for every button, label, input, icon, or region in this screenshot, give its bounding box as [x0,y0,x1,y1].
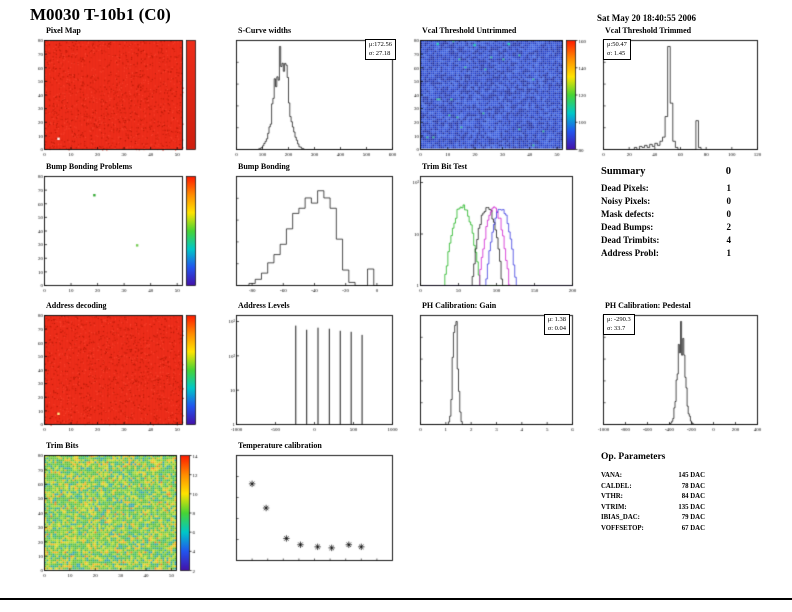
chart-title-address-decoding: Address decoding [46,301,107,310]
stats-sigma: σ: 27.18 [368,49,391,57]
temperature-calibration-canvas [220,451,398,571]
op-row-vtrim: VTRIM: 135 DAC [601,503,705,514]
op-label: VTRIM: [601,503,627,511]
stats-sigma: σ: 0.04 [547,324,566,332]
trim-bits-canvas [28,451,204,581]
op-row-ibias-dac: IBIAS_DAC: 79 DAC [601,513,705,524]
panel-address-decoding: Address decoding [28,301,204,435]
chart-title-scurve-widths: S-Curve widths [238,26,292,35]
summary-row-dead-trimbits: Dead Trimbits: 4 [601,234,731,247]
op-label: CALDEL: [601,482,632,490]
stats-box-vcal-trimmed: μ:50.47 σ: 1.45 [603,39,631,60]
op-row-vana: VANA: 145 DAC [601,471,705,482]
op-row-voffsetop: VOFFSETOP: 67 DAC [601,524,705,535]
chart-title-bump-bonding: Bump Bonding [238,162,290,171]
stats-sigma: σ: 33.7 [607,324,626,332]
panel-address-levels: Address Levels [220,301,398,435]
summary-value: 1 [726,183,732,193]
stats-mean: μ:50.47 [607,41,627,48]
bottom-border-line [0,598,792,600]
op-row-vthr: VTHR: 84 DAC [601,492,705,503]
op-parameters-panel: Op. Parameters VANA: 145 DAC CALDEL: 78 … [601,452,705,534]
summary-panel: Summary 0 Dead Pixels: 1 Noisy Pixels: 0… [601,166,731,260]
summary-value: 2 [726,222,732,232]
op-label: IBIAS_DAC: [601,514,640,521]
op-value: 135 DAC [678,503,705,511]
panel-pixel-map: Pixel Map [28,26,204,160]
panel-ph-gain: PH Calibration: Gain μ: 1.38 σ: 0.04 [404,301,578,435]
summary-label: Address Probl: [601,248,659,258]
summary-title: Summary [601,166,646,177]
chart-title-pixel-map: Pixel Map [46,26,81,35]
chart-title-trim-bit-test: Trim Bit Test [422,162,468,171]
op-parameters-title: Op. Parameters [601,452,666,462]
op-value: 79 DAC [681,514,705,521]
chart-title-vcal-untrimmed: Vcal Threshold Untrimmed [422,26,517,35]
vcal-untrimmed-canvas [404,36,590,160]
bump-bonding-canvas [220,172,398,296]
op-value: 78 DAC [681,482,705,490]
summary-header: Summary 0 [601,166,731,177]
summary-row-noisy-pixels: Noisy Pixels: 0 [601,195,731,208]
summary-value: 0 [726,196,732,206]
summary-grade: 0 [725,166,731,177]
panel-vcal-untrimmed: Vcal Threshold Untrimmed [404,26,590,160]
stats-box-ph-gain: μ: 1.38 σ: 0.04 [543,314,570,335]
summary-value: 0 [726,209,732,219]
stats-box-scurve: μ:172.56 σ: 27.18 [364,39,396,60]
chart-title-bump-bonding-problems: Bump Bonding Problems [46,162,133,171]
summary-row-address-probl: Address Probl: 1 [601,247,731,260]
summary-label: Dead Pixels: [601,183,649,193]
chart-title-trim-bits: Trim Bits [46,441,79,450]
stats-mean: μ:172.56 [368,41,392,48]
pixel-map-canvas [28,36,204,160]
op-value: 145 DAC [678,472,705,479]
op-row-caldel: CALDEL: 78 DAC [601,482,705,493]
op-value: 84 DAC [681,493,705,500]
address-decoding-canvas [28,311,204,435]
panel-scurve-widths: S-Curve widths μ:172.56 σ: 27.18 [220,26,398,160]
op-label: VANA: [601,472,623,479]
panel-temperature-calibration: Temperature calibration [220,441,398,571]
panel-ph-pedestal: PH Calibration: Pedestal μ: -290.3 σ: 33… [587,301,763,435]
panel-trim-bits: Trim Bits [28,441,204,581]
summary-value: 4 [726,235,732,245]
chart-title-address-levels: Address Levels [238,301,290,310]
summary-row-dead-pixels: Dead Pixels: 1 [601,182,731,195]
summary-label: Mask defects: [601,209,655,219]
bump-bonding-problems-canvas [28,172,204,296]
chart-title-ph-pedestal: PH Calibration: Pedestal [605,301,691,310]
stats-box-ph-pedestal: μ: -290.3 σ: 33.7 [603,314,635,335]
summary-row-dead-bumps: Dead Bumps: 2 [601,221,731,234]
stats-mean: μ: 1.38 [547,316,566,323]
stats-sigma: σ: 1.45 [607,49,626,57]
chart-title-temperature-calibration: Temperature calibration [238,441,322,450]
panel-vcal-trimmed: Vcal Threshold Trimmed μ:50.47 σ: 1.45 [587,26,763,160]
panel-trim-bit-test: Trim Bit Test [404,162,578,296]
op-value: 67 DAC [681,524,705,532]
chart-title-ph-gain: PH Calibration: Gain [422,301,497,310]
summary-label: Dead Bumps: [601,222,654,232]
op-label: VOFFSETOP: [601,524,644,532]
page-title: M0030 T-10b1 (C0) [30,5,171,24]
timestamp: Sat May 20 18:40:55 2006 [597,13,696,23]
summary-row-mask-defects: Mask defects: 0 [601,208,731,221]
op-label: VTHR: [601,493,623,500]
chart-title-vcal-trimmed: Vcal Threshold Trimmed [605,26,692,35]
summary-label: Noisy Pixels: [601,196,651,206]
panel-bump-bonding-problems: Bump Bonding Problems [28,162,204,296]
trim-bit-test-canvas [404,172,578,296]
address-levels-canvas [220,311,398,435]
summary-label: Dead Trimbits: [601,235,660,245]
summary-value: 1 [726,248,732,258]
panel-bump-bonding: Bump Bonding [220,162,398,296]
stats-mean: μ: -290.3 [607,316,631,323]
